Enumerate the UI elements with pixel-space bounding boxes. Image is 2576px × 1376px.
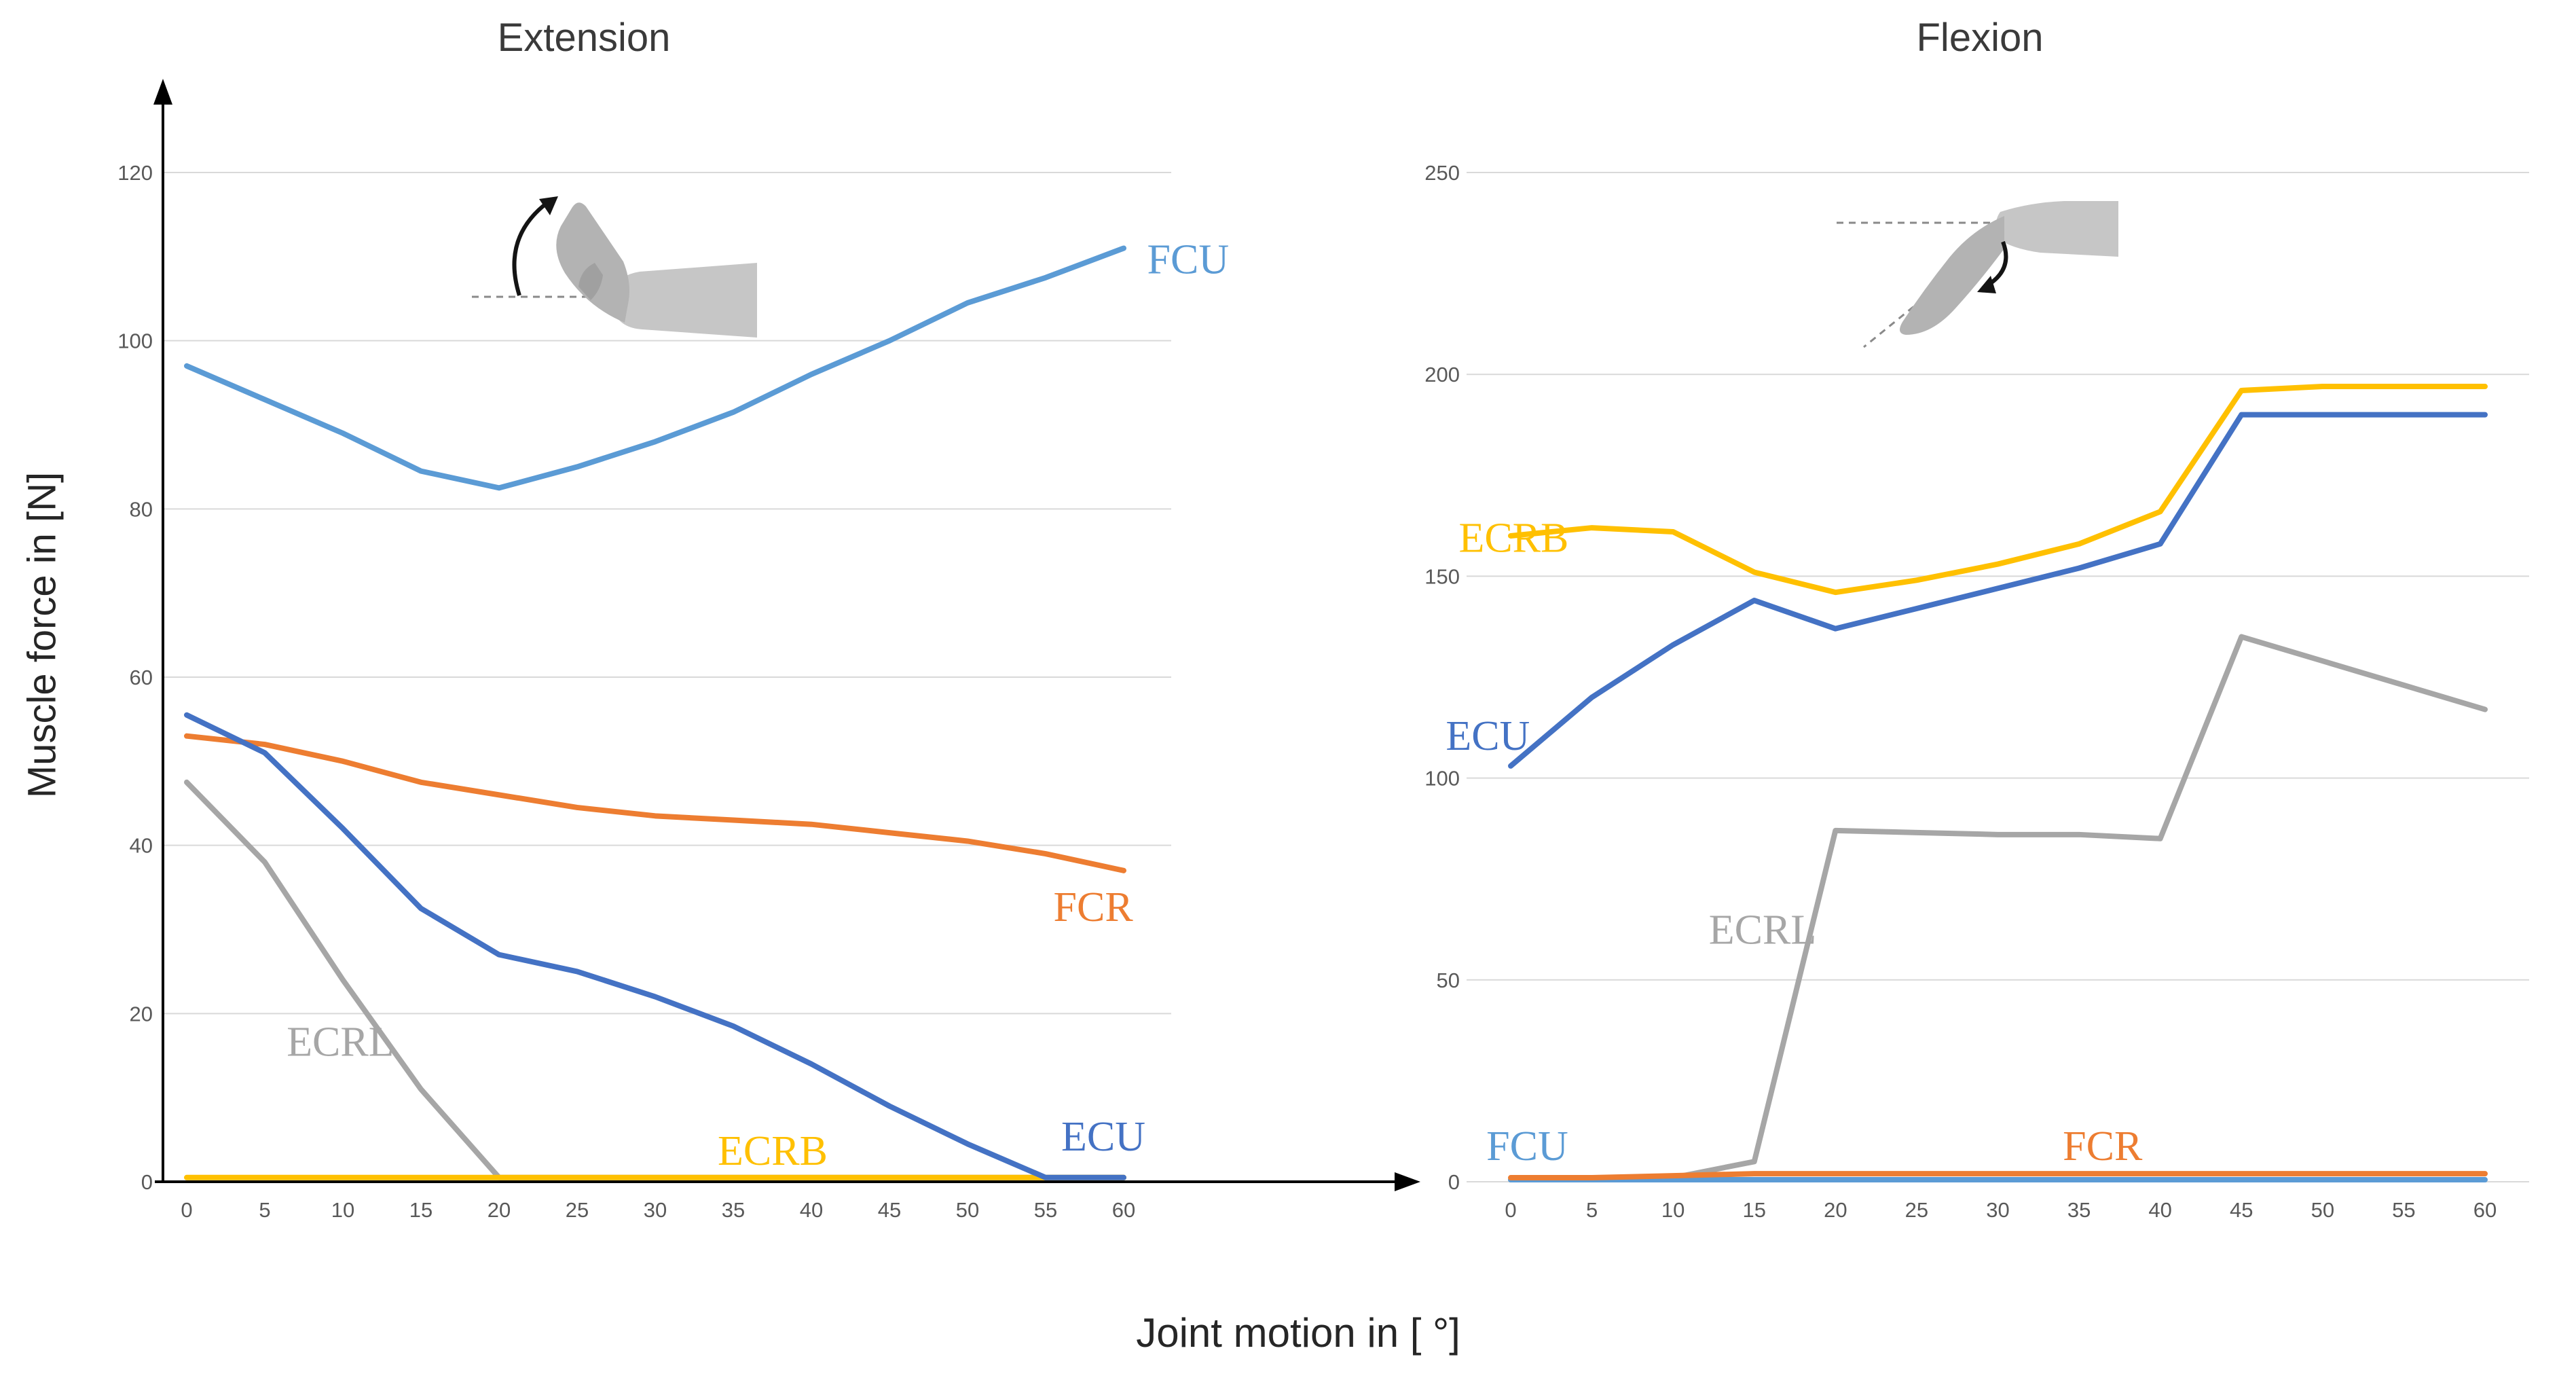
extension-motion-arrow-icon <box>512 200 550 296</box>
x-tick-label: 55 <box>1034 1198 1057 1222</box>
y-tick-label: 0 <box>1448 1170 1460 1194</box>
hand-silhouette <box>1900 216 2004 335</box>
x-tick-label: 15 <box>1743 1198 1766 1222</box>
x-tick-label: 0 <box>181 1198 192 1222</box>
series-label-ecrl: ECRL <box>287 1019 394 1065</box>
y-tick-label: 250 <box>1424 161 1460 185</box>
series-label-fcu: FCU <box>1147 237 1230 283</box>
y-tick-label: 100 <box>1424 767 1460 791</box>
x-axis-label: Joint motion in [ °] <box>1136 1310 1460 1356</box>
forearm-silhouette <box>614 263 757 338</box>
y-tick-label: 80 <box>130 497 153 521</box>
series-label-fcr: FCR <box>1054 884 1134 930</box>
series-line-fcr <box>1508 1171 2488 1181</box>
x-tick-label: 40 <box>800 1198 823 1222</box>
y-tick-label: 20 <box>130 1002 153 1026</box>
x-tick-label: 35 <box>722 1198 745 1222</box>
series-line-fcr <box>184 733 1126 873</box>
flexion-panel-title: Flexion <box>1916 16 2044 60</box>
x-tick-label: 50 <box>956 1198 979 1222</box>
series-line-ecu <box>1508 412 2488 769</box>
y-tick-label: 100 <box>117 329 153 353</box>
x-tick-label: 50 <box>2311 1198 2334 1222</box>
x-tick-label: 20 <box>1824 1198 1847 1222</box>
x-tick-label: 25 <box>1905 1198 1928 1222</box>
x-tick-label: 60 <box>2473 1198 2497 1222</box>
x-tick-label: 5 <box>1586 1198 1598 1222</box>
wrist-flexion-illustration <box>1837 201 2118 348</box>
x-tick-label: 60 <box>1112 1198 1135 1222</box>
x-tick-label: 10 <box>331 1198 354 1222</box>
extension-arrowhead-icon <box>539 196 558 215</box>
y-axis-label: Muscle force in [N] <box>20 471 65 799</box>
forearm-silhouette <box>1995 201 2118 257</box>
y-tick-label: 40 <box>130 834 153 858</box>
extension-panel-title: Extension <box>497 16 671 60</box>
flexion-arrowhead-icon <box>1977 276 1996 293</box>
series-line-fcu <box>184 245 1126 491</box>
x-axis-arrowhead-icon <box>1395 1172 1420 1191</box>
x-tick-label: 20 <box>487 1198 511 1222</box>
series-line-ecu <box>184 712 1126 1180</box>
y-tick-label: 50 <box>1437 968 1460 992</box>
x-tick-label: 30 <box>644 1198 667 1222</box>
x-tick-label: 45 <box>2230 1198 2253 1222</box>
thumb-silhouette <box>578 263 603 300</box>
series-label-ecrb: ECRB <box>1458 515 1568 562</box>
series-label-ecrb: ECRB <box>718 1128 828 1174</box>
wrist-extension-illustration <box>472 196 757 338</box>
y-tick-label: 120 <box>117 161 153 185</box>
x-tick-label: 40 <box>2148 1198 2171 1222</box>
x-tick-label: 35 <box>2067 1198 2091 1222</box>
y-tick-label: 0 <box>141 1170 153 1194</box>
hand-silhouette <box>556 202 629 323</box>
x-tick-label: 0 <box>1505 1198 1516 1222</box>
y-tick-label: 150 <box>1424 564 1460 588</box>
series-label-fcu: FCU <box>1486 1123 1568 1170</box>
y-tick-label: 200 <box>1424 363 1460 386</box>
x-tick-label: 55 <box>2392 1198 2415 1222</box>
y-axis-arrowhead-icon <box>153 79 172 105</box>
x-tick-label: 15 <box>409 1198 433 1222</box>
series-label-ecu: ECU <box>1446 713 1530 759</box>
series-label-ecu: ECU <box>1061 1114 1145 1160</box>
x-tick-label: 25 <box>566 1198 589 1222</box>
x-tick-label: 5 <box>259 1198 270 1222</box>
series-line-ecrb <box>1508 384 2488 596</box>
x-tick-label: 45 <box>878 1198 901 1222</box>
x-tick-label: 10 <box>1661 1198 1685 1222</box>
series-label-ecrl: ECRL <box>1709 907 1816 953</box>
x-tick-label: 30 <box>1986 1198 2009 1222</box>
y-tick-label: 60 <box>130 666 153 689</box>
series-label-fcr: FCR <box>2063 1123 2143 1170</box>
series-line-ecrl <box>1508 634 2488 1183</box>
